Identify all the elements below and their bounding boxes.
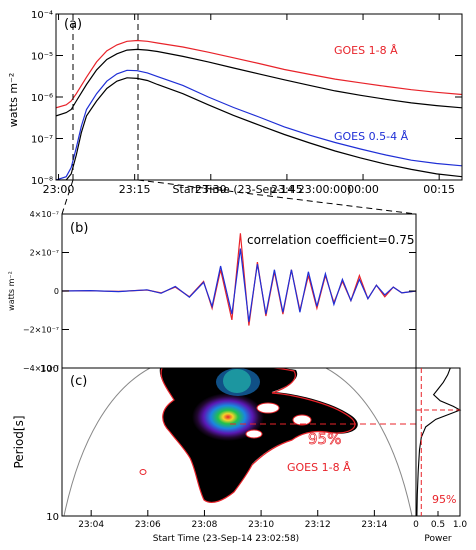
correlation-annotation: correlation coefficient=0.75 [247, 233, 415, 247]
panel-a-ytick-label-4: 10⁻⁴ [31, 10, 53, 21]
panel-b-series-line-1 [62, 248, 416, 322]
wavelet-spectrum [63, 368, 416, 516]
panel-b-ytick-label-3: −2×10⁻⁷ [23, 326, 59, 335]
panel-a-series-line-2 [56, 69, 462, 180]
panel-a: 23:00 23:15 23:30 23:45 00:00 00:15 10⁻⁸ 10⁻⁷ 10… [7, 10, 463, 196]
panel-c-power: 0 0.5 1.0 95% Power [413, 367, 467, 544]
panel-c-label: (c) [70, 374, 87, 389]
panel-a-ytick-label-3: 10⁻⁵ [31, 52, 53, 63]
wavelet-core [192, 393, 264, 441]
panel-a-series-line-1 [56, 48, 462, 117]
panel-b-ytick-label-4: −4×10⁻⁷ [23, 364, 59, 373]
panel-a-frame [55, 13, 463, 181]
panel-b-series [62, 233, 416, 326]
zoom-connector-left [61, 179, 74, 215]
panel-a-ytick-label-2: 10⁻⁶ [31, 93, 53, 104]
wavelet-small-contour [139, 469, 147, 475]
panel-c-series-label: GOES 1-8 Å [287, 461, 351, 474]
wavelet-hole-3 [292, 414, 312, 426]
panel-c-xtick-label-3: 23:10 [248, 520, 274, 530]
cone-of-influence-left [63, 368, 151, 516]
panel-c-ytick-label-1: 100 [40, 364, 59, 375]
wavelet-hole-2 [245, 429, 263, 439]
panel-b-ytick-label-1: 2×10⁻⁷ [30, 249, 59, 258]
cone-of-influence-right [325, 368, 413, 516]
panel-a-xtick-label-2: 23:30 [195, 183, 227, 196]
wavelet-top-blue [216, 368, 260, 396]
panel-a-xtick-label-5: 00:15 [423, 183, 455, 196]
panel-c-xtick-label-4: 23:12 [305, 520, 331, 530]
panel-b-ytick-label-0: 4×10⁻⁷ [30, 210, 59, 219]
panel-a-series [56, 39, 462, 180]
panel-a-xtick-label-4: 00:00 [347, 183, 379, 196]
power-95-label: 95% [432, 493, 456, 506]
zoom-connector-right [137, 179, 417, 215]
panel-a-ylabel: watts m⁻² [7, 73, 20, 128]
panel-b-ylabel: watts m⁻² [7, 271, 16, 311]
panel-a-ticks: 23:00 23:15 23:30 23:45 00:00 00:15 10⁻⁸ 10⁻⁷ 10… [31, 10, 462, 196]
power-series [416, 367, 462, 517]
panel-a-xtick-label-3: 23:45 [271, 183, 303, 196]
panel-c-ytick-label-0: 10 [46, 512, 59, 523]
panel-c-xlabel: Start Time (23-Sep-14 23:02:58) [153, 534, 299, 544]
power-xtick-label-2: 1.0 [453, 520, 468, 530]
panel-c-xtick-label-0: 23:04 [78, 520, 104, 530]
panel-b-label: (b) [70, 221, 88, 236]
legend-goes-0-5-4: GOES 0.5-4 Å [334, 130, 409, 143]
power-xtick-label-0: 0 [413, 520, 419, 530]
panel-c-xtick-label-1: 23:06 [135, 520, 161, 530]
panel-a-xlabel: Start Time (23-Sep-14 23:00:00) [173, 183, 352, 196]
panel-a-series-line-0 [56, 39, 462, 109]
panel-b: 4×10⁻⁷ 2×10⁻⁷ 0 −2×10⁻⁷ −4×10⁻⁷ (b) watts m⁻… [7, 210, 417, 373]
panel-c-xtick-label-2: 23:08 [191, 520, 217, 530]
panel-b-series-line-0 [62, 233, 416, 326]
wavelet-95-contour [160, 368, 356, 504]
panel-a-xtick-label-1: 23:15 [119, 183, 151, 196]
panel-a-label: (a) [64, 17, 82, 32]
power-xlabel: Power [424, 534, 452, 544]
panel-a-xtick-label-0: 23:00 [43, 183, 75, 196]
wavelet-hole-1 [256, 402, 280, 414]
panel-a-series-line-3 [56, 77, 462, 180]
panel-c-xtick-label-5: 23:14 [361, 520, 387, 530]
power-curve [416, 367, 462, 517]
legend-goes-1-8: GOES 1-8 Å [334, 44, 398, 57]
panel-c-ticks: 23:04 23:06 23:08 23:10 23:12 23:14 10 100 [40, 364, 388, 530]
power-ticks: 0 0.5 1.0 [413, 511, 467, 530]
power-xtick-label-1: 0.5 [431, 520, 445, 530]
panel-a-ytick-label-1: 10⁻⁷ [31, 135, 53, 146]
panel-c-95-label: 95% [308, 430, 341, 448]
panel-c-ylabel: Period[s] [12, 415, 26, 468]
panel-b-ytick-label-2: 0 [54, 287, 59, 296]
panel-a-ytick-label-0: 10⁻⁸ [31, 176, 53, 187]
